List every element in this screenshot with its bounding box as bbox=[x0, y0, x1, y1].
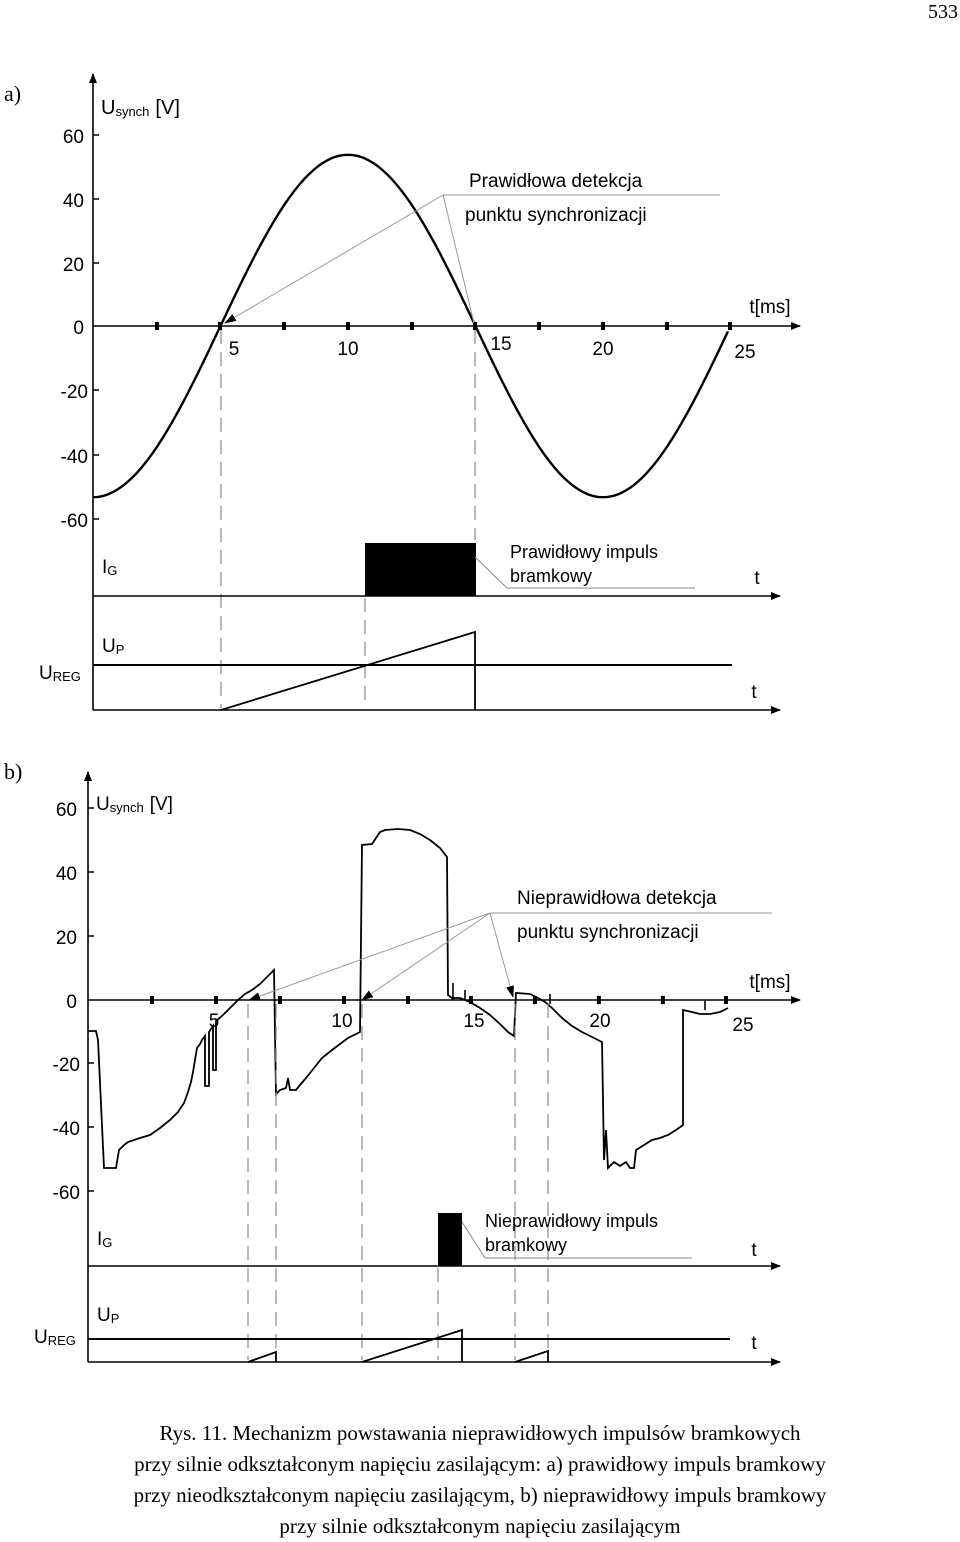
panel-b-y-tick-label: 20 bbox=[56, 928, 77, 949]
panel-a-x-tick-label: 20 bbox=[592, 339, 613, 360]
caption-line: Rys. 11. Mechanizm powstawania nieprawid… bbox=[159, 1421, 801, 1445]
panel-b-y-ticks bbox=[88, 807, 94, 1192]
panel-a-annotation-line2: punktu synchronizacji bbox=[465, 205, 647, 226]
caption-line: przy silnie odkształconym napięciu zasil… bbox=[134, 1452, 826, 1476]
panel-b-ramp-3 bbox=[514, 1349, 549, 1363]
panel-b-annotation-line2: punktu synchronizacji bbox=[517, 922, 699, 943]
panel-a-x-tick-label: 10 bbox=[337, 339, 358, 360]
panel-b-annotation-pointer-3 bbox=[489, 912, 514, 998]
panel-a-up-label: UP bbox=[102, 636, 124, 657]
panel-a-guides bbox=[220, 330, 476, 708]
panel-a: a) 60 40 20 0 -20 -40 -60 bbox=[4, 73, 801, 714]
panel-b-pulse-line1: Nieprawidłowy impuls bbox=[485, 1211, 658, 1231]
panel-b-y-tick-label: -20 bbox=[53, 1055, 80, 1076]
caption-line: przy silnie odkształconym napięciu zasil… bbox=[279, 1514, 681, 1538]
panel-b-label: b) bbox=[4, 759, 22, 784]
panel-a-x-tick-label: 15 bbox=[490, 334, 511, 355]
panel-a-y-tick-label: -20 bbox=[61, 382, 88, 403]
panel-b-x-tick-label: 10 bbox=[331, 1011, 352, 1032]
panel-b-guides bbox=[247, 1004, 549, 1360]
panel-b-x-tick-label: 5 bbox=[209, 1011, 220, 1032]
panel-b-y-tick-label: -40 bbox=[53, 1119, 80, 1140]
panel-b-y-tick-label: -60 bbox=[53, 1183, 80, 1204]
panel-a-ramp bbox=[220, 630, 476, 711]
panel-b-ig-t-label: t bbox=[751, 1240, 757, 1261]
panel-b-gate-pulse bbox=[438, 1213, 462, 1266]
panel-b-x-ticks bbox=[150, 996, 728, 1004]
panel-b-y-tick-label: 40 bbox=[56, 864, 77, 885]
page-number: 533 bbox=[928, 1, 958, 23]
panel-a-y-tick-label: 0 bbox=[73, 318, 84, 339]
panel-b-annotation-line1: Nieprawidłowa detekcja bbox=[517, 888, 717, 909]
figure-caption: Rys. 11. Mechanizm powstawania nieprawid… bbox=[0, 1418, 960, 1542]
panel-b-x-axis-label: t[ms] bbox=[749, 972, 790, 993]
panel-b-spikes bbox=[452, 983, 706, 1010]
panel-b-up-label: UP bbox=[97, 1305, 119, 1326]
panel-a-y-axis-label: Usynch [V] bbox=[101, 97, 180, 119]
caption-line: przy nieodkształconym napięciu zasilając… bbox=[133, 1483, 827, 1507]
panel-a-gate-pulse bbox=[365, 543, 476, 596]
panel-b-x-tick-label: 25 bbox=[732, 1015, 753, 1036]
panel-a-pulse-pointer bbox=[474, 556, 695, 589]
panel-a-pulse-line2: bramkowy bbox=[510, 566, 592, 586]
panel-a-ureg-label: UREG bbox=[39, 663, 81, 684]
panel-b-y-tick-label: 60 bbox=[56, 800, 77, 821]
panel-b-distorted-wave bbox=[88, 828, 729, 1171]
panel-a-y-tick-label: 60 bbox=[63, 127, 84, 148]
panel-b-y-tick-label: 0 bbox=[66, 992, 77, 1013]
panel-b-ramp-1 bbox=[247, 1350, 277, 1363]
panel-b-annotation-pointer-2 bbox=[361, 912, 491, 1001]
panel-b-up-t-label: t bbox=[751, 1333, 757, 1354]
panel-a-ig-label: IG bbox=[102, 557, 117, 578]
panel-a-y-tick-label: 40 bbox=[63, 191, 84, 212]
panel-a-y-tick-label: 20 bbox=[63, 255, 84, 276]
panel-b-annotation-pointer-1 bbox=[248, 912, 491, 1001]
panel-a-annotation-pointer-2 bbox=[442, 194, 475, 324]
panel-b: b) 60 40 20 0 -20 -40 -60 bbox=[4, 759, 801, 1366]
panel-b-ramp-2 bbox=[361, 1328, 463, 1363]
panel-a-y-tick-label: -60 bbox=[61, 511, 88, 532]
panel-a-y-ticks bbox=[93, 134, 99, 520]
panel-a-label: a) bbox=[4, 81, 21, 106]
panel-a-x-axis-label: t[ms] bbox=[749, 297, 790, 318]
panel-b-x-tick-label: 20 bbox=[589, 1011, 610, 1032]
panel-a-annotation-line1: Prawidłowa detekcja bbox=[469, 171, 643, 192]
panel-a-x-tick-label: 25 bbox=[734, 342, 755, 363]
panel-b-y-axis-label: Usynch [V] bbox=[96, 794, 173, 815]
panel-b-x-tick-label: 15 bbox=[463, 1011, 484, 1032]
panel-a-x-tick-label: 5 bbox=[229, 339, 240, 360]
panel-a-annotation-pointer-1 bbox=[224, 194, 444, 324]
panel-b-pulse-pointer bbox=[461, 1221, 692, 1259]
panel-b-pulse-line2: bramkowy bbox=[485, 1235, 567, 1255]
panel-a-pulse-line1: Prawidłowy impuls bbox=[510, 542, 658, 562]
panel-b-ureg-label: UREG bbox=[34, 1327, 76, 1348]
panel-a-sine-wave bbox=[92, 153, 730, 499]
panel-a-ig-t-label: t bbox=[754, 568, 760, 589]
panel-b-ig-label: IG bbox=[97, 1229, 112, 1250]
panel-a-up-t-label: t bbox=[751, 682, 757, 703]
panel-a-y-tick-label: -40 bbox=[61, 447, 88, 468]
